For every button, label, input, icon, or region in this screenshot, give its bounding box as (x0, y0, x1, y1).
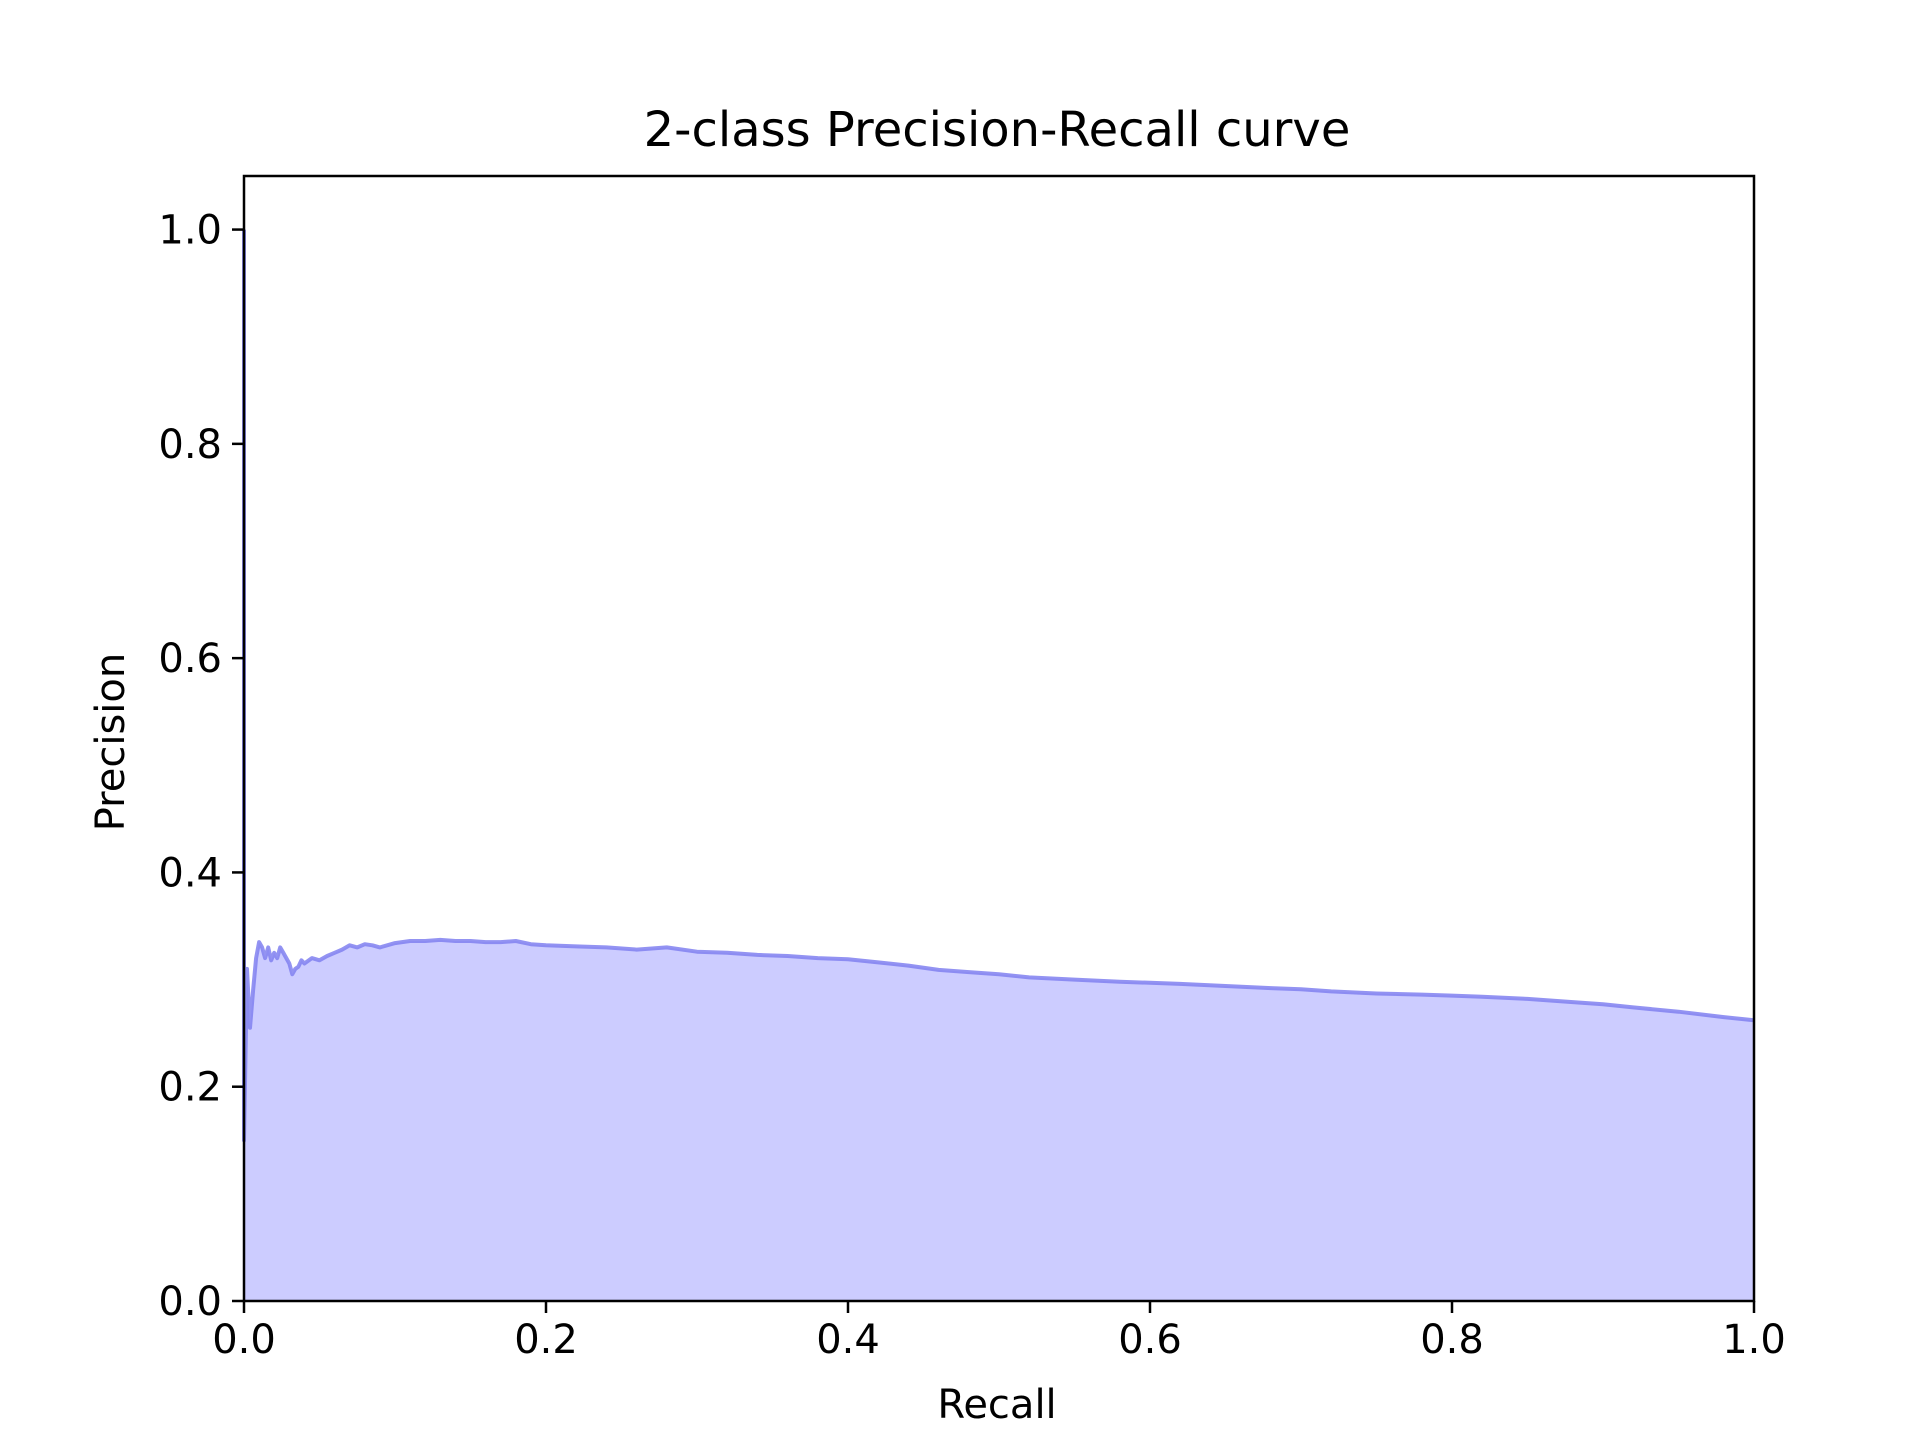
plot-area (242, 229, 1755, 1302)
pr-curve-area (244, 229, 1754, 1302)
y-tick-label: 1.0 (158, 208, 222, 254)
y-tick-label: 0.8 (158, 422, 222, 468)
y-tick-label: 0.6 (158, 636, 222, 682)
x-axis-ticks: 0.0 0.2 0.4 0.6 0.8 1.0 (212, 1301, 1786, 1363)
y-tick-label: 0.4 (158, 850, 222, 896)
y-axis-label: Precision (88, 653, 134, 831)
x-tick-label: 0.2 (514, 1317, 578, 1363)
x-tick-label: 0.8 (1420, 1317, 1484, 1363)
x-tick-label: 0.0 (212, 1317, 276, 1363)
y-tick-label: 0.2 (158, 1065, 222, 1111)
y-tick-label: 0.0 (158, 1279, 222, 1325)
x-tick-label: 0.6 (1118, 1317, 1182, 1363)
chart-title: 2-class Precision-Recall curve (644, 102, 1351, 158)
y-axis-ticks: 0.0 0.2 0.4 0.6 0.8 1.0 (158, 208, 244, 1325)
x-axis-label: Recall (937, 1382, 1056, 1428)
pr-curve-line (242, 229, 1755, 1143)
x-tick-label: 1.0 (1722, 1317, 1786, 1363)
axes-frame (242, 174, 1756, 1303)
x-tick-label: 0.4 (816, 1317, 880, 1363)
